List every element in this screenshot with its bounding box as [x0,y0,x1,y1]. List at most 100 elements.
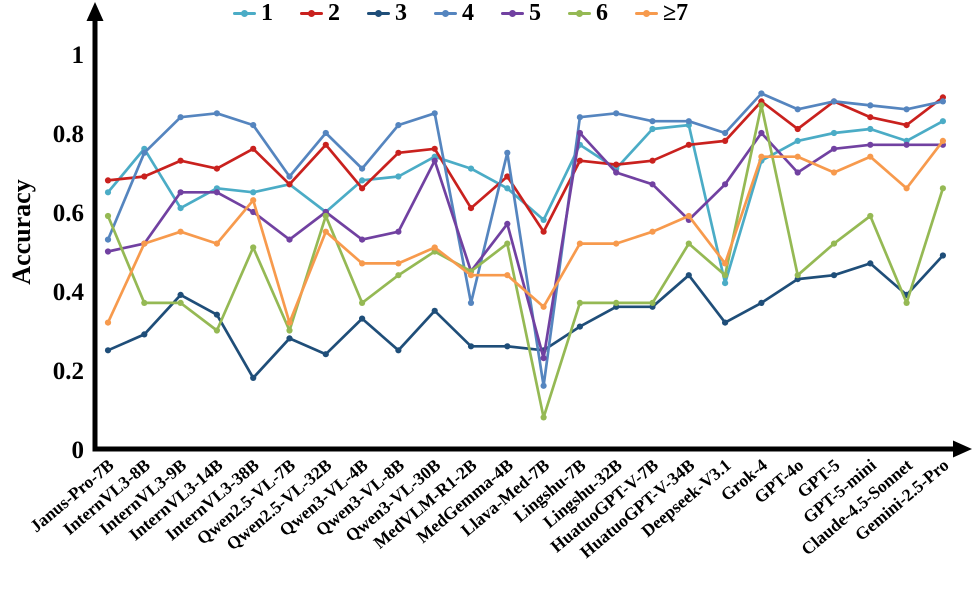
legend-dot [442,9,449,17]
legend-label: 6 [596,0,608,26]
data-point-series-6 [213,327,220,334]
data-point-series-5 [867,141,874,148]
data-point-series-2 [576,157,584,164]
data-point-series-6 [939,185,947,192]
data-point-series-4 [903,106,910,113]
data-point-series-7 [722,260,729,267]
plot-line-series-3 [106,254,945,380]
data-point-series-6 [685,240,692,247]
y-axis-arrow-icon [86,2,104,21]
y-axis-tick-label: 0 [72,437,85,464]
data-point-series-7 [830,169,838,176]
plot-line-series-2 [106,96,945,234]
data-point-series-3 [250,374,257,381]
data-point-series-6 [613,299,620,306]
data-point-series-3 [141,331,148,338]
data-point-series-1 [540,216,547,223]
data-point-series-2 [431,145,438,152]
legend-item: 2 [300,1,340,25]
data-point-series-5 [649,181,656,188]
data-point-series-4 [213,110,220,117]
data-point-series-5 [177,189,184,196]
data-point-series-5 [613,169,620,176]
data-point-series-7 [177,228,184,235]
data-point-series-3 [213,311,220,318]
data-point-series-3 [286,335,293,342]
data-point-series-2 [794,125,801,133]
data-point-series-5 [286,236,293,243]
data-point-series-7 [141,240,148,247]
data-point-series-3 [939,252,947,259]
data-point-series-7 [431,244,438,251]
legend-label: 3 [395,0,407,26]
legend-dot [375,9,382,17]
data-point-series-5 [504,220,511,227]
legend-marker-icon [568,9,591,18]
plot-line-series-7 [106,139,945,324]
data-point-series-7 [322,228,329,235]
legend-label: 2 [328,0,340,26]
data-point-series-6 [322,212,329,220]
legend-label: 5 [529,0,541,26]
data-point-series-2 [250,145,257,152]
data-point-series-7 [359,260,366,267]
data-point-series-1 [722,280,729,287]
data-point-series-7 [939,137,947,144]
data-point-series-6 [141,299,148,306]
legend-label: 4 [462,0,474,26]
data-point-series-5 [359,236,366,243]
data-point-series-3 [758,299,765,306]
data-point-series-2 [177,157,184,164]
data-point-series-2 [322,141,329,148]
data-point-series-5 [431,157,438,164]
data-point-series-4 [322,129,329,137]
data-point-series-1 [467,165,475,172]
data-point-series-4 [141,149,148,156]
data-point-series-2 [649,157,656,164]
legend-item: 4 [434,1,474,25]
data-point-series-3 [504,343,511,350]
data-point-series-7 [649,228,656,235]
data-point-series-7 [576,240,584,247]
plot-line-series-6 [106,104,945,419]
data-point-series-4 [250,122,257,129]
data-point-series-7 [395,260,402,267]
data-point-series-7 [467,272,475,279]
data-point-series-2 [613,161,620,168]
legend-item: 6 [568,1,608,25]
data-point-series-2 [722,137,729,144]
data-point-series-5 [576,129,584,137]
data-point-series-4 [177,114,184,121]
data-point-series-5 [830,145,838,152]
data-point-series-2 [540,228,547,235]
legend-item: 5 [501,1,541,25]
legend-marker-icon [635,9,658,18]
legend-marker-icon [300,9,323,18]
data-point-series-3 [576,323,584,330]
y-axis-tick-label: 0.4 [53,279,85,306]
data-point-series-4 [613,110,620,117]
data-point-series-3 [685,272,692,279]
data-point-series-3 [830,272,838,279]
data-point-series-2 [104,177,112,184]
legend-marker-icon [434,9,457,18]
data-point-series-2 [359,185,366,192]
data-point-series-3 [395,347,402,354]
data-point-series-2 [467,205,475,212]
data-point-series-3 [177,291,184,298]
data-point-series-6 [540,414,547,421]
data-point-series-2 [504,173,511,180]
y-axis-tick-label: 0.2 [53,358,84,385]
data-point-series-4 [286,173,293,180]
data-point-series-3 [104,347,112,354]
data-point-series-6 [649,299,656,306]
data-point-series-2 [867,114,874,121]
legend-dot [643,9,650,17]
data-point-series-4 [830,98,838,105]
data-point-series-4 [758,90,765,97]
data-point-series-6 [576,299,584,306]
data-point-series-7 [286,319,293,326]
data-point-series-6 [504,240,511,247]
legend-dot [241,9,248,17]
